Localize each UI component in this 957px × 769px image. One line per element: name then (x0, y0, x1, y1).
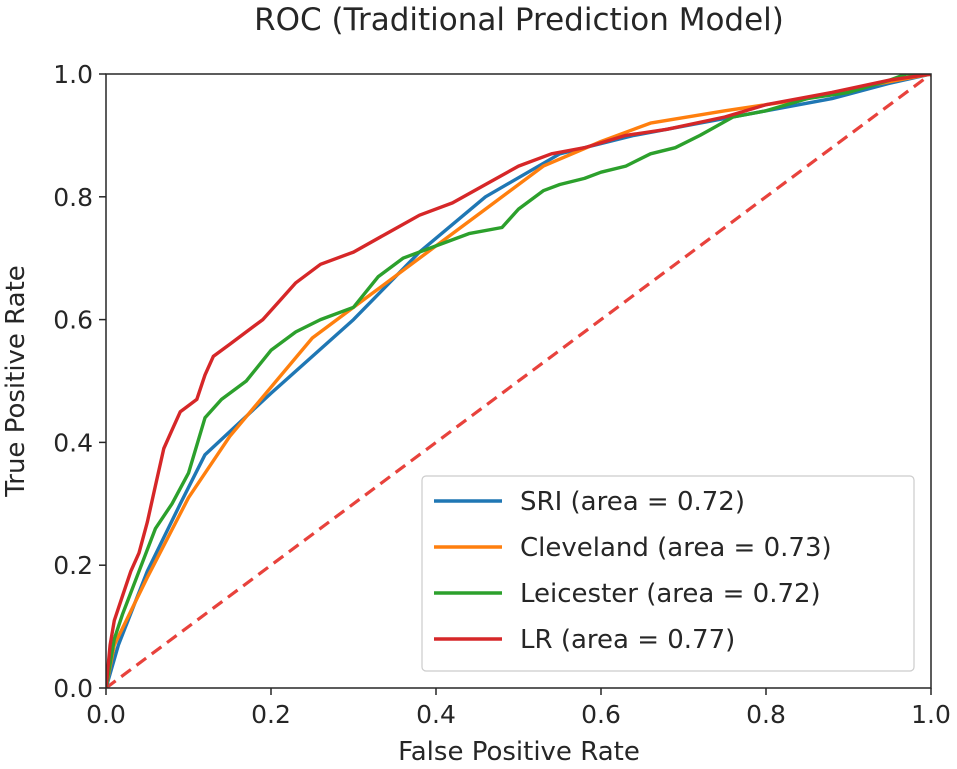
legend-box (421, 475, 915, 672)
y-tick-label: 1.0 (53, 60, 93, 89)
legend-label-lr: LR (area = 0.77) (520, 625, 735, 655)
y-tick-label: 0.4 (53, 428, 93, 457)
series-line-sri (106, 74, 931, 688)
y-tick-label: 0.0 (53, 674, 93, 703)
legend-label-leicester: Leicester (area = 0.72) (520, 579, 821, 609)
x-tick-label: 0.0 (86, 700, 126, 729)
y-axis: 0.0 0.2 0.4 0.6 0.8 1.0 (53, 60, 106, 703)
y-tick-label: 0.8 (53, 183, 93, 212)
x-tick-label: 0.2 (251, 700, 291, 729)
chart-title: ROC (Traditional Prediction Model) (254, 2, 784, 38)
plot-area (106, 74, 931, 688)
chance-line (106, 74, 931, 688)
legend-label-cleveland: Cleveland (area = 0.73) (520, 533, 832, 563)
legend-label-sri: SRI (area = 0.72) (520, 487, 745, 517)
plot-frame (105, 73, 932, 689)
x-tick-label: 0.6 (581, 700, 621, 729)
y-tick-label: 0.6 (53, 306, 93, 335)
x-axis: 0.0 0.2 0.4 0.6 0.8 1.0 (86, 688, 951, 729)
y-axis-label: True Positive Rate (1, 265, 31, 498)
series-line-leicester (106, 74, 931, 688)
series-layer (106, 74, 931, 688)
x-tick-label: 1.0 (911, 700, 951, 729)
series-line-lr (106, 74, 931, 688)
x-axis-label: False Positive Rate (398, 737, 640, 767)
x-tick-label: 0.8 (746, 700, 786, 729)
y-tick-label: 0.2 (53, 551, 93, 580)
x-tick-label: 0.4 (416, 700, 456, 729)
legend: SRI (area = 0.72) Cleveland (area = 0.73)… (421, 475, 915, 672)
